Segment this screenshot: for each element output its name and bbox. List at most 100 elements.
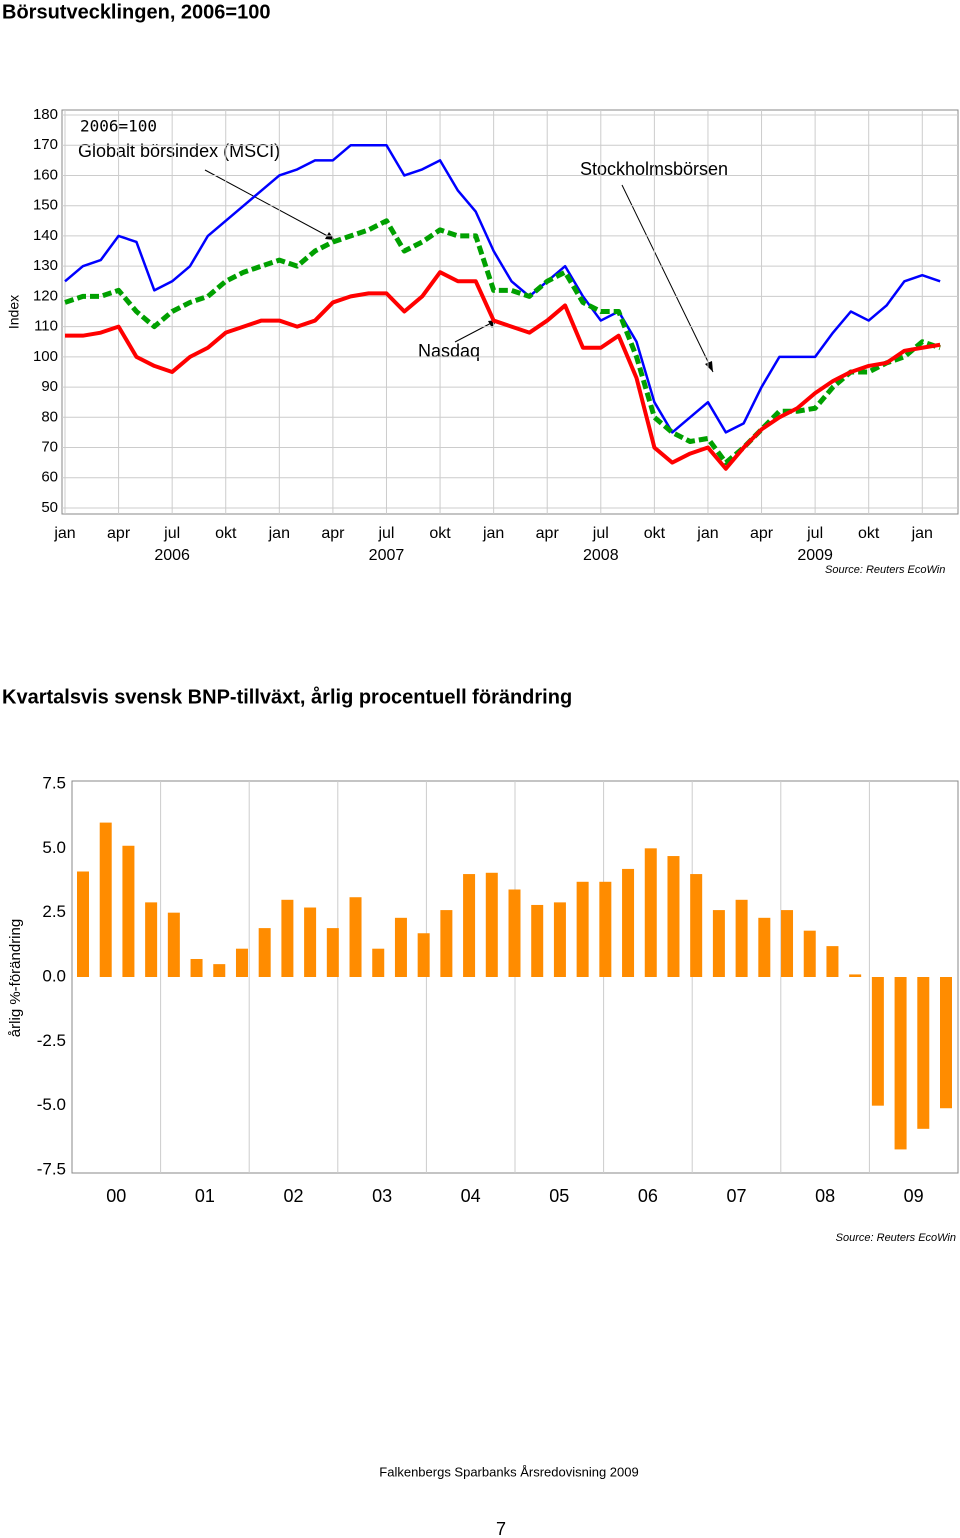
y-tick-label: 5.0 — [42, 838, 66, 857]
y-tick-label: 60 — [41, 469, 58, 486]
y-axis-label: årlig %-förändring — [7, 919, 24, 1037]
bar — [417, 933, 430, 977]
bar — [167, 912, 180, 977]
chart-title: Kvartalsvis svensk BNP-tillväxt, årlig p… — [2, 685, 572, 708]
y-tick-label: -7.5 — [37, 1159, 66, 1178]
bar — [667, 856, 680, 977]
bar — [712, 910, 725, 977]
bar — [326, 928, 339, 977]
x-tick-label: 09 — [904, 1186, 924, 1206]
x-tick-label: 02 — [283, 1186, 303, 1206]
bar — [77, 871, 89, 977]
arrow-head — [705, 361, 713, 372]
x-tick-label: 06 — [638, 1186, 658, 1206]
bar — [894, 977, 907, 1150]
x-tick-label: 05 — [549, 1186, 569, 1206]
x-tick-label: apr — [107, 525, 131, 542]
x-tick-label: 01 — [195, 1186, 215, 1206]
y-tick-label: 120 — [33, 287, 58, 304]
x-tick-label: 04 — [461, 1186, 481, 1206]
y-tick-label: 140 — [33, 227, 58, 244]
x-tick-label: jan — [482, 525, 504, 542]
x-tick-label: apr — [321, 525, 345, 542]
bar — [235, 948, 248, 977]
bar — [826, 946, 839, 977]
y-tick-label: 2.5 — [42, 902, 66, 921]
bar — [213, 964, 226, 977]
bar — [394, 917, 407, 977]
x-tick-label: okt — [215, 525, 237, 542]
x-tick-label: jul — [806, 525, 823, 542]
bar — [485, 872, 498, 977]
y-tick-label: 130 — [33, 257, 58, 274]
x-tick-label: jul — [163, 525, 180, 542]
bar — [917, 977, 930, 1129]
x-tick-label: jul — [592, 525, 609, 542]
plot-frame — [61, 109, 959, 515]
line-series — [64, 143, 941, 434]
bar — [576, 881, 589, 977]
bar — [849, 974, 862, 977]
bar — [599, 881, 612, 977]
x-tick-label: okt — [858, 525, 880, 542]
line-series — [64, 218, 941, 466]
bar — [304, 907, 317, 977]
bar — [781, 910, 794, 977]
y-tick-label: 7.5 — [42, 773, 66, 792]
y-tick-label: 110 — [34, 318, 58, 335]
arrow — [204, 169, 336, 241]
bar — [372, 948, 385, 977]
annotation: Nasdaq — [418, 341, 480, 361]
x-tick-label: apr — [750, 525, 774, 542]
bar — [553, 902, 566, 977]
bar — [803, 930, 816, 977]
bar — [99, 822, 112, 977]
page-number: 7 — [496, 1519, 506, 1538]
x-tick-label: okt — [429, 525, 451, 542]
y-tick-label: 70 — [41, 439, 58, 456]
x-tick-label: jan — [696, 525, 718, 542]
y-tick-label: 50 — [41, 499, 58, 516]
source: Source: Reuters EcoWin — [836, 1232, 956, 1244]
x-group-label: 2008 — [583, 547, 619, 564]
x-tick-label: 03 — [372, 1186, 392, 1206]
bar — [440, 910, 453, 977]
y-tick-label: 100 — [33, 348, 58, 365]
y-tick-label: -2.5 — [37, 1031, 66, 1050]
bar — [758, 917, 771, 977]
y-tick-label: 0.0 — [42, 966, 66, 985]
bar — [735, 899, 748, 977]
y-axis-label: Index — [6, 295, 22, 329]
bar — [644, 848, 657, 977]
bar — [622, 868, 635, 977]
x-tick-label: 00 — [106, 1186, 126, 1206]
x-tick-label: jan — [911, 525, 933, 542]
y-tick-label: 150 — [33, 197, 58, 214]
x-tick-label: jul — [377, 525, 394, 542]
y-tick-label: 80 — [41, 408, 58, 425]
x-tick-label: okt — [644, 525, 666, 542]
x-tick-label: jan — [268, 525, 290, 542]
x-tick-label: jan — [53, 525, 75, 542]
annotation: Globalt börsindex (MSCI) — [78, 141, 280, 161]
bar — [281, 899, 294, 977]
bar — [190, 958, 203, 977]
y-tick-label: 180 — [33, 106, 58, 123]
y-tick-label: -5.0 — [37, 1095, 66, 1114]
bar — [349, 897, 362, 977]
arrow — [621, 184, 714, 373]
bar — [258, 928, 271, 977]
bar — [690, 874, 703, 977]
x-tick-label: 07 — [726, 1186, 746, 1206]
x-group-label: 2006 — [154, 547, 190, 564]
x-group-label: 2009 — [797, 547, 833, 564]
bar — [940, 977, 952, 1109]
y-tick-label: 90 — [41, 378, 58, 395]
bar — [508, 889, 521, 977]
bar — [531, 904, 544, 977]
x-tick-label: apr — [536, 525, 560, 542]
bar — [122, 845, 135, 977]
line-series — [65, 270, 941, 471]
page-title: Börsutvecklingen, 2006=100 — [2, 1, 270, 23]
